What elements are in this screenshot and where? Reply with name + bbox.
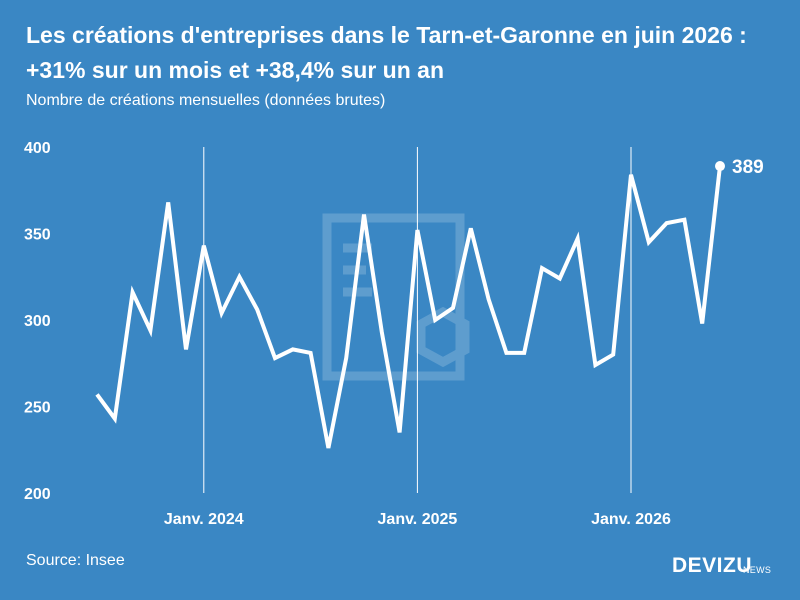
- brand-logo: DEVIZU: [672, 554, 753, 577]
- y-tick-label: 250: [24, 400, 51, 417]
- watermark-logo-icon: [322, 213, 470, 381]
- y-tick-label: 300: [24, 313, 51, 330]
- last-point-marker: [715, 161, 725, 172]
- y-tick-label: 350: [24, 227, 51, 244]
- x-tick-label: Janv. 2025: [378, 511, 458, 528]
- y-tick-label: 400: [24, 140, 51, 157]
- chart-subtitle: Nombre de créations mensuelles (données …: [26, 92, 386, 109]
- source-note: Source: Insee: [26, 552, 125, 569]
- y-tick-label: 200: [24, 486, 51, 503]
- brand-logo-sub: NEWS: [743, 565, 772, 575]
- chart-title: Les créations d'entreprises dans le Tarn…: [26, 22, 747, 83]
- x-tick-label: Janv. 2024: [164, 511, 244, 528]
- x-tick-label: Janv. 2026: [591, 511, 671, 528]
- series-line: [95, 165, 722, 449]
- last-value-label: 389: [732, 157, 764, 178]
